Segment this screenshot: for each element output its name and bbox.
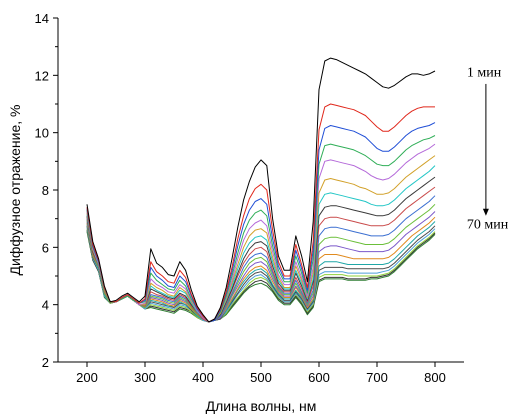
spectrum-line-17 bbox=[86, 228, 436, 323]
x-tick-label: 500 bbox=[250, 370, 272, 385]
x-tick-label: 600 bbox=[308, 370, 330, 385]
spectrum-line-2 bbox=[86, 103, 435, 323]
annotation-start-time: 1 мин bbox=[467, 65, 502, 80]
spectrum-line-11 bbox=[86, 203, 436, 323]
spectrum-line-19 bbox=[86, 231, 436, 323]
spectrum-line-16 bbox=[86, 227, 436, 323]
y-tick-label: 12 bbox=[35, 68, 49, 83]
x-tick-label: 800 bbox=[424, 370, 446, 385]
y-axis-ticks: 2 4 6 8 10 12 14 bbox=[35, 11, 58, 370]
spectrum-line-4 bbox=[86, 135, 436, 323]
x-tick-label: 700 bbox=[366, 370, 388, 385]
y-axis-title: Диффузное отражение, % bbox=[7, 105, 23, 276]
y-tick-label: 4 bbox=[42, 298, 49, 313]
spectrum-line-13 bbox=[86, 216, 436, 323]
x-tick-label: 300 bbox=[134, 370, 156, 385]
chart-axes bbox=[57, 18, 464, 363]
spectrum-line-7 bbox=[86, 165, 436, 323]
spectrum-line-5 bbox=[86, 143, 436, 323]
x-axis-title: Длина волны, нм bbox=[206, 398, 317, 414]
x-axis-ticks: 200 300 400 500 600 700 800 bbox=[76, 362, 446, 385]
spectrum-line-1 bbox=[86, 57, 436, 323]
spectrum-line-3 bbox=[86, 122, 436, 323]
x-tick-label: 200 bbox=[76, 370, 98, 385]
y-tick-label: 10 bbox=[35, 126, 49, 141]
annotation-end-time: 70 мин bbox=[467, 217, 509, 232]
spectrum-line-15 bbox=[86, 225, 436, 323]
spectrum-line-18 bbox=[86, 230, 436, 323]
y-tick-label: 8 bbox=[42, 183, 49, 198]
x-tick-label: 400 bbox=[192, 370, 214, 385]
time-arrow-head bbox=[482, 208, 489, 216]
y-tick-label: 14 bbox=[35, 11, 49, 26]
y-tick-label: 6 bbox=[42, 240, 49, 255]
y-tick-label: 2 bbox=[42, 355, 49, 370]
time-annotations: 1 мин 70 мин bbox=[467, 65, 509, 232]
spectrum-line-12 bbox=[86, 211, 436, 323]
spectra-series-group bbox=[86, 57, 436, 323]
spectrum-line-9 bbox=[86, 186, 436, 323]
spectrum-line-6 bbox=[86, 155, 436, 323]
